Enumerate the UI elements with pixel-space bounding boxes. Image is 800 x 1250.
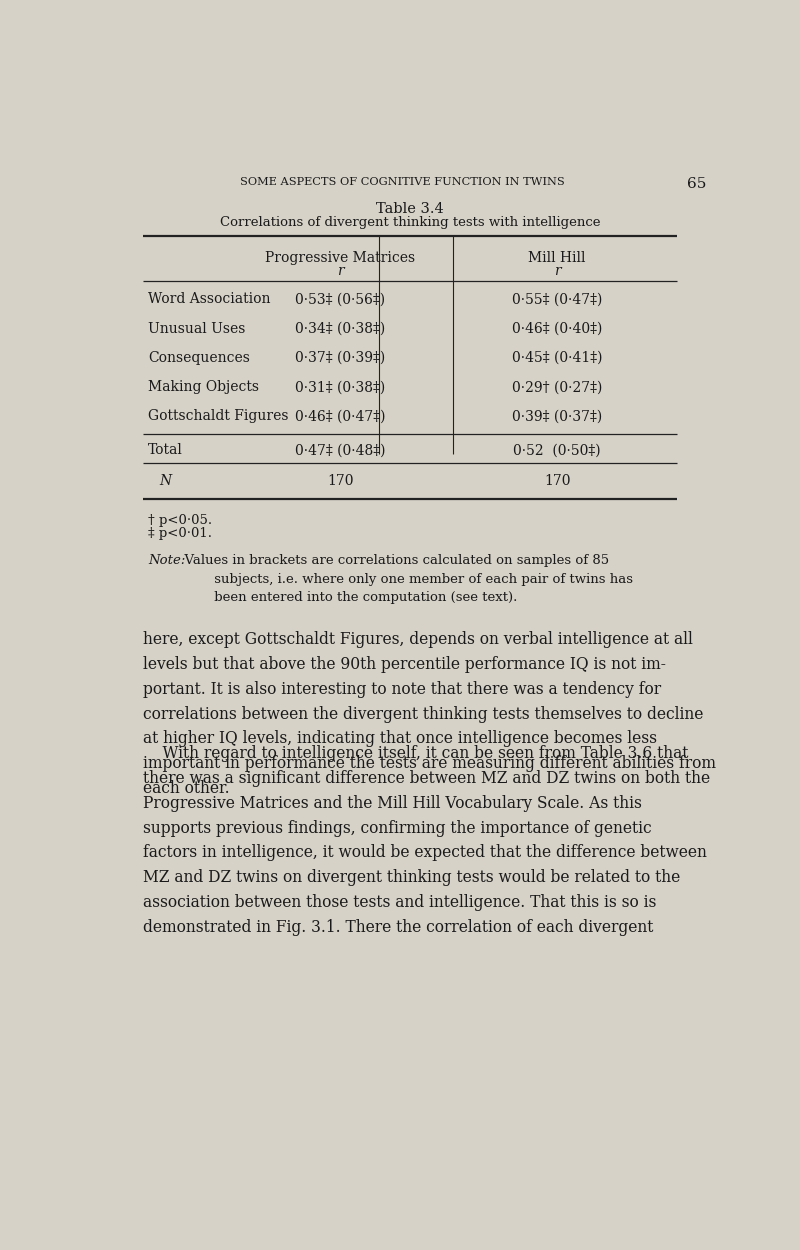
Text: Table 3.4: Table 3.4 <box>376 202 444 216</box>
Text: 0·39‡ (0·37‡): 0·39‡ (0·37‡) <box>512 410 602 424</box>
Text: Values in brackets are correlations calculated on samples of 85
         subject: Values in brackets are correlations calc… <box>176 554 633 604</box>
Text: Progressive Matrices: Progressive Matrices <box>265 251 415 265</box>
Text: Note:: Note: <box>148 554 186 568</box>
Text: 0·52  (0·50‡): 0·52 (0·50‡) <box>514 444 601 458</box>
Text: 170: 170 <box>327 474 354 489</box>
Text: 0·34‡ (0·38‡): 0·34‡ (0·38‡) <box>295 321 386 336</box>
Text: Unusual Uses: Unusual Uses <box>148 321 246 336</box>
Text: Word Association: Word Association <box>148 292 270 306</box>
Text: r: r <box>337 264 343 278</box>
Text: 0·45‡ (0·41‡): 0·45‡ (0·41‡) <box>512 351 602 365</box>
Text: 0·55‡ (0·47‡): 0·55‡ (0·47‡) <box>512 292 602 306</box>
Text: 65: 65 <box>687 177 707 191</box>
Text: Total: Total <box>148 444 183 458</box>
Text: 0·47‡ (0·48‡): 0·47‡ (0·48‡) <box>295 444 386 458</box>
Text: Making Objects: Making Objects <box>148 380 259 394</box>
Text: Gottschaldt Figures: Gottschaldt Figures <box>148 410 289 424</box>
Text: ‡ p<0·01.: ‡ p<0·01. <box>148 528 212 540</box>
Text: With regard to intelligence itself, it can be seen from Table 3.6 that
there was: With regard to intelligence itself, it c… <box>142 745 710 936</box>
Text: 0·53‡ (0·56‡): 0·53‡ (0·56‡) <box>295 292 386 306</box>
Text: † p<0·05.: † p<0·05. <box>148 514 212 528</box>
Text: SOME ASPECTS OF COGNITIVE FUNCTION IN TWINS: SOME ASPECTS OF COGNITIVE FUNCTION IN TW… <box>240 177 565 187</box>
Text: Correlations of divergent thinking tests with intelligence: Correlations of divergent thinking tests… <box>220 216 600 229</box>
Text: 170: 170 <box>544 474 570 489</box>
Text: 0·29† (0·27‡): 0·29† (0·27‡) <box>512 380 602 394</box>
Text: r: r <box>554 264 561 278</box>
Text: Mill Hill: Mill Hill <box>529 251 586 265</box>
Text: N: N <box>159 474 171 489</box>
Text: here, except Gottschaldt Figures, depends on verbal intelligence at all
levels b: here, except Gottschaldt Figures, depend… <box>142 631 716 798</box>
Text: 0·46‡ (0·40‡): 0·46‡ (0·40‡) <box>512 321 602 336</box>
Text: Consequences: Consequences <box>148 351 250 365</box>
Text: 0·37‡ (0·39‡): 0·37‡ (0·39‡) <box>295 351 386 365</box>
Text: 0·46‡ (0·47‡): 0·46‡ (0·47‡) <box>295 410 386 424</box>
Text: 0·31‡ (0·38‡): 0·31‡ (0·38‡) <box>295 380 386 394</box>
